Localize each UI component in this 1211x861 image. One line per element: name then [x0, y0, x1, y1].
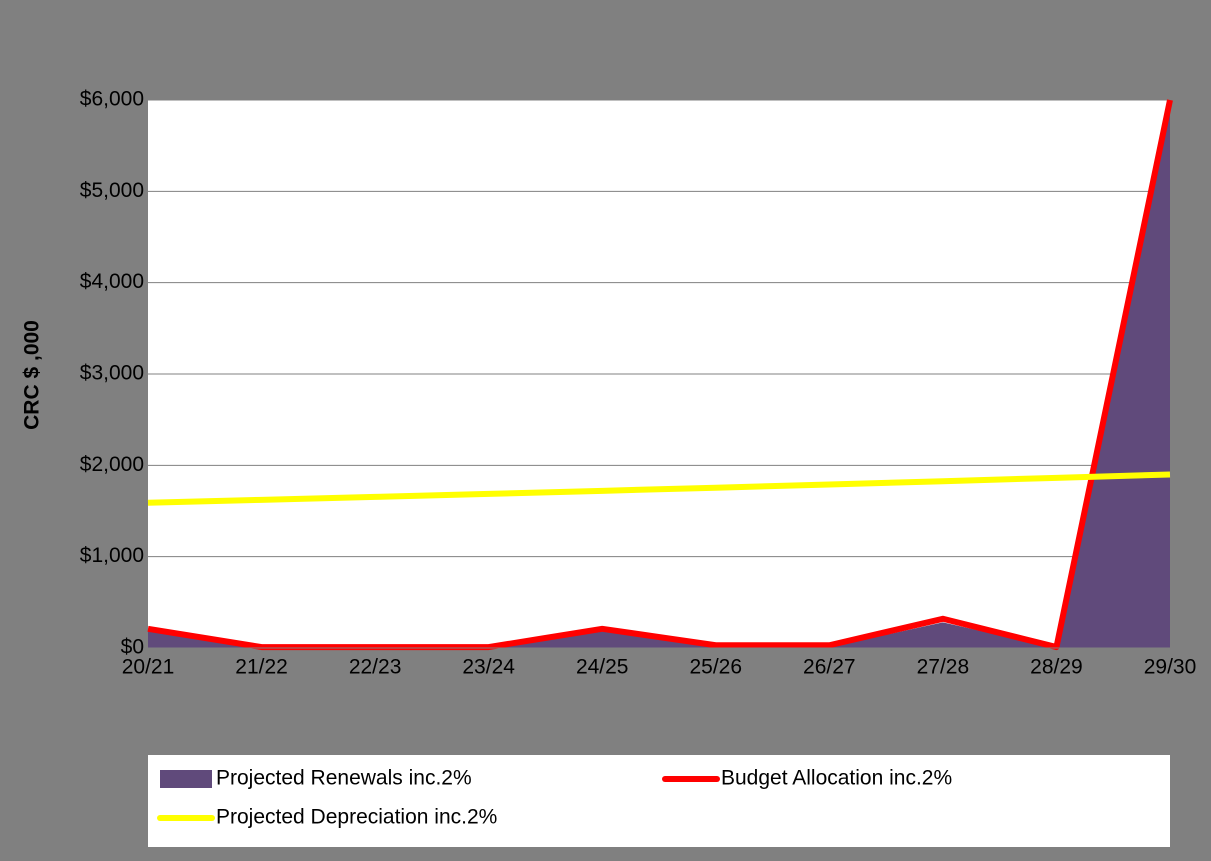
legend-swatch	[160, 770, 212, 788]
legend-box	[148, 755, 1170, 847]
y-tick-label: $2,000	[80, 453, 144, 476]
x-tick-label: 28/29	[1030, 656, 1083, 679]
legend-label: Budget Allocation inc.2%	[721, 767, 952, 790]
legend-label: Projected Renewals inc.2%	[216, 767, 472, 790]
y-axis-label: CRC $ ,000	[21, 320, 44, 430]
y-tick-label: $0	[121, 636, 144, 659]
y-tick-label: $3,000	[80, 362, 144, 385]
x-tick-label: 27/28	[917, 656, 970, 679]
y-tick-label: $1,000	[80, 544, 144, 567]
x-tick-label: 23/24	[462, 656, 515, 679]
x-tick-label: 29/30	[1144, 656, 1197, 679]
x-tick-label: 25/26	[689, 656, 742, 679]
x-tick-label: 22/23	[349, 656, 402, 679]
legend-label: Projected Depreciation inc.2%	[216, 806, 497, 829]
x-tick-label: 20/21	[122, 656, 175, 679]
y-tick-label: $6,000	[80, 88, 144, 111]
x-tick-label: 26/27	[803, 656, 856, 679]
y-tick-label: $4,000	[80, 270, 144, 293]
x-tick-label: 21/22	[235, 656, 288, 679]
y-tick-label: $5,000	[80, 179, 144, 202]
line	[147, 99, 1173, 651]
line	[147, 471, 1171, 506]
x-tick-label: 24/25	[576, 656, 629, 679]
